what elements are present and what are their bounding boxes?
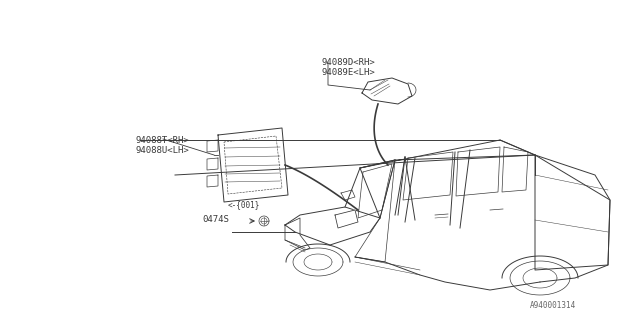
Text: 94088T<RH>: 94088T<RH> — [135, 136, 189, 145]
Text: <-{001}: <-{001} — [228, 200, 260, 209]
Text: 94089D<RH>: 94089D<RH> — [322, 58, 376, 67]
Text: 94088U<LH>: 94088U<LH> — [135, 146, 189, 155]
Text: 94089E<LH>: 94089E<LH> — [322, 68, 376, 77]
Text: 0474S: 0474S — [202, 215, 229, 224]
Text: A940001314: A940001314 — [530, 301, 576, 310]
Polygon shape — [335, 210, 358, 228]
